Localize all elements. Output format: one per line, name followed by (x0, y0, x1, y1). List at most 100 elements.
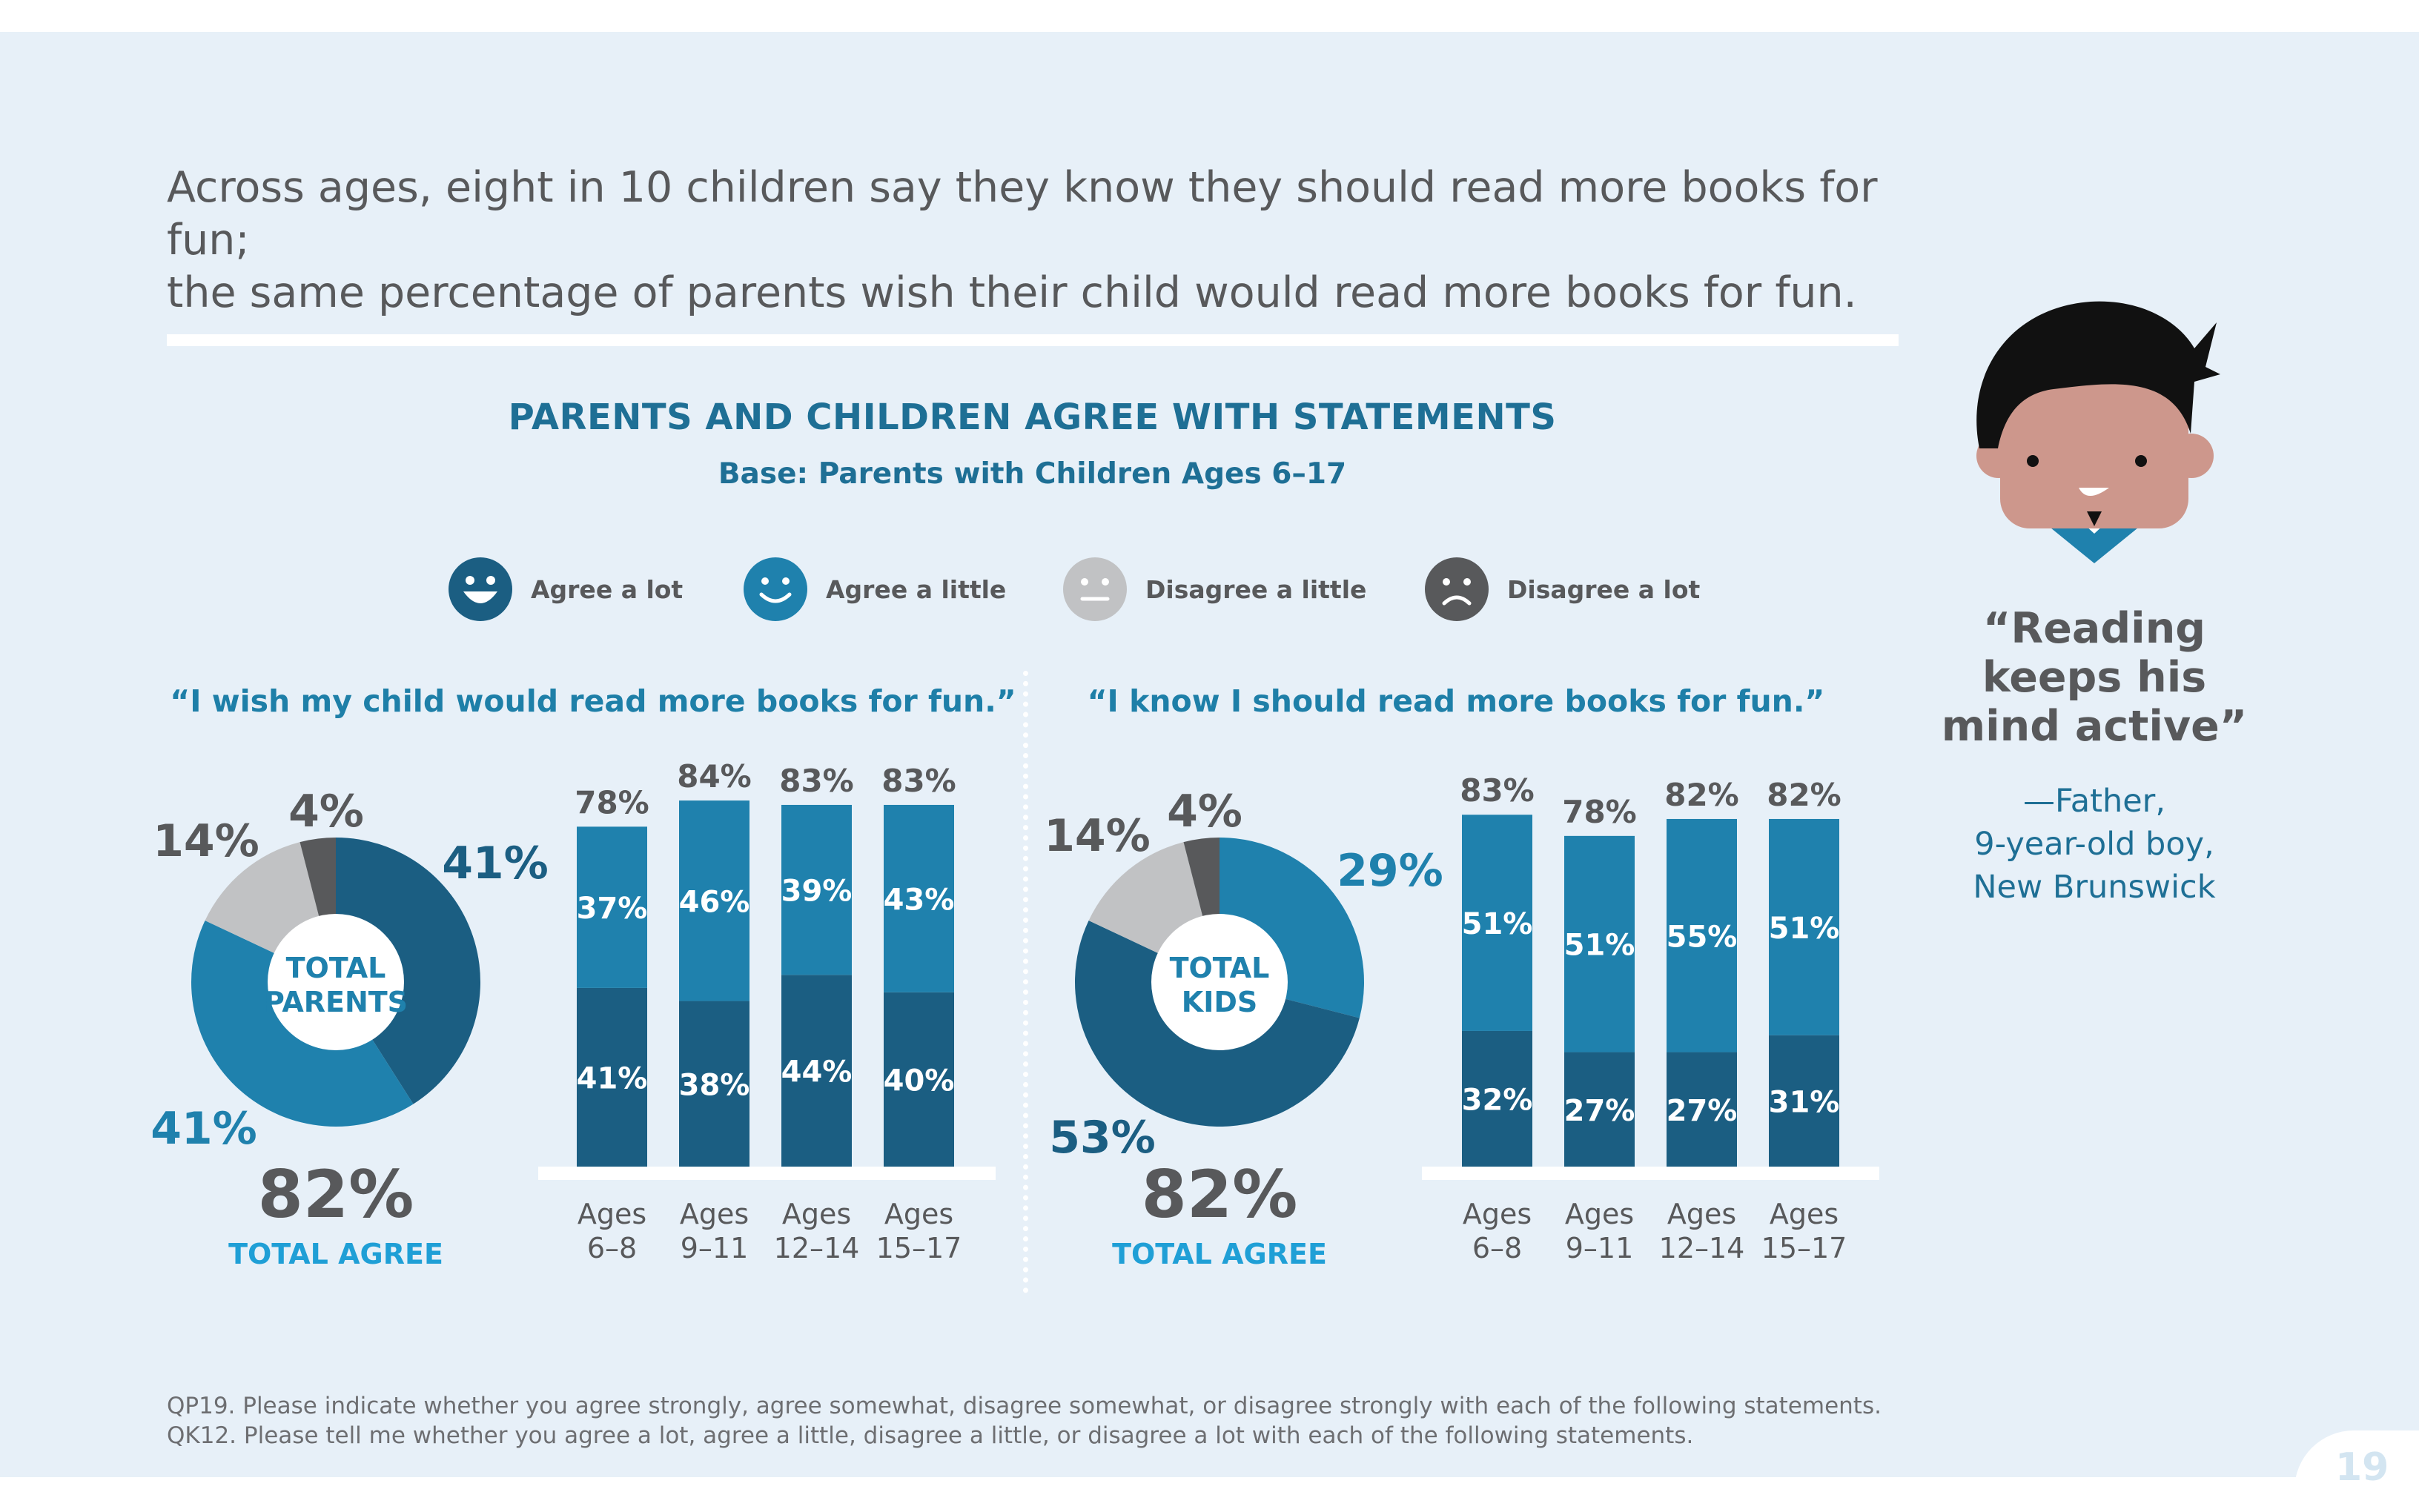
total-agree-label: TOTAL AGREE (1112, 1238, 1327, 1270)
x-tick-label: Ages (782, 1198, 851, 1230)
bar-total-label: 82% (1767, 777, 1841, 813)
bar-total-label: 83% (1460, 772, 1535, 809)
bar-segment (1564, 1052, 1635, 1167)
pull-quote-line: keeps his (1982, 653, 2207, 702)
bar-segment (1769, 818, 1839, 1035)
page-number-tab: 19 (2294, 1430, 2419, 1512)
bar-segment-label: 40% (884, 1064, 955, 1098)
boy-illustration (1976, 301, 2220, 563)
x-tick-label: Ages (884, 1198, 953, 1230)
chart-subtitle: Base: Parents with Children Ages 6–17 (718, 457, 1347, 491)
left-eye (2027, 455, 2039, 467)
x-tick-label: 12–14 (774, 1232, 860, 1264)
x-tick-label: 9–11 (681, 1232, 749, 1264)
attribution-line: —Father, (2022, 783, 2166, 820)
bar-segment-label: 51% (1769, 912, 1840, 946)
bar-total-label: 78% (1562, 794, 1637, 830)
smile-face-icon (744, 557, 807, 621)
bar-baseline (538, 1167, 996, 1180)
bar-segment (1667, 818, 1737, 1052)
slice-label: 41% (442, 838, 549, 889)
footnote: QP19. Please indicate whether you agree … (167, 1391, 1882, 1450)
donut-center-label: KIDS (1182, 986, 1258, 1018)
chart-title: PARENTS AND CHILDREN AGREE WITH STATEMEN… (508, 397, 1557, 438)
slice-label: 14% (1044, 810, 1151, 862)
bar-segment-label: 51% (1462, 907, 1533, 941)
legend-label: Disagree a little (1145, 575, 1367, 604)
pull-quote-line: “Reading (1982, 604, 2206, 653)
slice-label: 41% (150, 1103, 257, 1155)
bar-segment-label: 44% (781, 1055, 853, 1090)
headline-line-2: the same percentage of parents wish thei… (167, 268, 1857, 317)
legend-label: Disagree a lot (1507, 575, 1701, 604)
bar-segment (679, 1001, 749, 1167)
boy-chin (2087, 511, 2102, 526)
bar-segment-label: 51% (1564, 929, 1635, 963)
top-margin (0, 0, 2419, 32)
bar-total-label: 83% (881, 763, 956, 799)
bottom-margin (0, 1477, 2419, 1512)
bar-segment-label: 41% (577, 1061, 648, 1095)
right-eye (2135, 455, 2147, 467)
page-number: 19 (2335, 1445, 2389, 1490)
bar-segment-label: 37% (577, 892, 648, 926)
bar-segment (577, 987, 647, 1167)
slice-label: 29% (1337, 845, 1443, 897)
content-panel (0, 32, 2419, 1477)
pull-quote: “Reading keeps his mind active” (1927, 604, 2261, 751)
attribution-line: New Brunswick (1973, 869, 2216, 906)
total-agree-value: 82% (1142, 1156, 1298, 1233)
donut-center-label: TOTAL (1170, 952, 1270, 984)
donut-center-label: TOTAL (286, 952, 386, 984)
footnote-line-1: QP19. Please indicate whether you agree … (167, 1393, 1882, 1419)
x-tick-label: 6–8 (587, 1232, 637, 1264)
slice-label: 14% (153, 815, 259, 867)
donut-center-label: PARENTS (264, 986, 408, 1018)
x-tick-label: 6–8 (1472, 1232, 1522, 1264)
bar-segment (577, 826, 647, 988)
x-tick-label: 15–17 (1761, 1232, 1847, 1264)
bar-segment-label: 43% (884, 883, 955, 917)
donut-hole (1151, 914, 1288, 1050)
x-tick-label: 9–11 (1566, 1232, 1634, 1264)
bar-baseline (1422, 1167, 1879, 1180)
frown-face-icon (1425, 557, 1489, 621)
bar-segment (884, 804, 954, 992)
bar-segment-label: 27% (1667, 1094, 1738, 1128)
footnote-line-2: QK12. Please tell me whether you agree a… (167, 1422, 1694, 1449)
slice-label: 4% (288, 786, 364, 838)
bar-segment-label: 39% (781, 875, 853, 909)
legend-label: Agree a lot (531, 575, 684, 604)
total-agree-value: 82% (258, 1156, 414, 1233)
x-tick-label: Ages (1565, 1198, 1634, 1230)
bar-segment-label: 31% (1769, 1085, 1840, 1119)
donut-hole (268, 914, 404, 1050)
x-tick-label: Ages (1770, 1198, 1839, 1230)
boy-face (2000, 363, 2188, 528)
pull-quote-line: mind active” (1941, 702, 2248, 751)
bar-segment (1564, 835, 1635, 1052)
slice-label: 53% (1049, 1112, 1156, 1164)
big-smile-face-icon (449, 557, 512, 621)
section-divider (167, 334, 1899, 346)
bar-segment-label: 32% (1462, 1083, 1533, 1117)
legend-label: Agree a little (826, 575, 1007, 604)
x-tick-label: Ages (578, 1198, 646, 1230)
headline-line-1: Across ages, eight in 10 children say th… (167, 163, 1878, 265)
bar-segment (1667, 1052, 1737, 1167)
bar-segment (1769, 1035, 1839, 1167)
chart-divider (1023, 671, 1028, 1293)
right-ear (2169, 434, 2214, 478)
bar-total-label: 84% (677, 758, 752, 795)
neutral-face-icon (1063, 557, 1127, 621)
bar-total-label: 82% (1664, 777, 1739, 813)
x-tick-label: Ages (1667, 1198, 1736, 1230)
kids-statement: “I know I should read more books for fun… (1087, 683, 1825, 719)
bar-segment (679, 800, 749, 1001)
bar-segment-label: 38% (679, 1068, 750, 1102)
parents-statement: “I wish my child would read more books f… (170, 683, 1016, 719)
bar-segment-label: 55% (1667, 920, 1738, 954)
x-tick-label: 15–17 (876, 1232, 962, 1264)
x-tick-label: 12–14 (1659, 1232, 1745, 1264)
